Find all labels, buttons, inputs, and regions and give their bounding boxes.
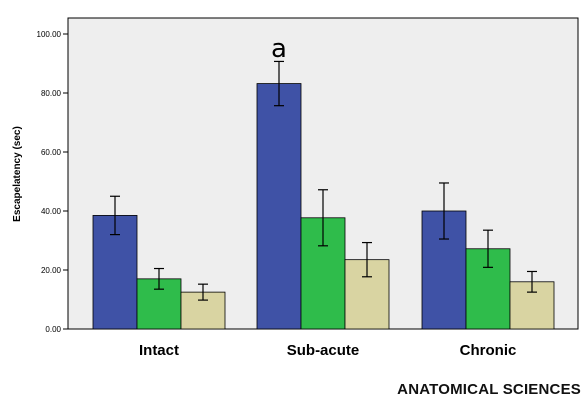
y-tick-label: 0.00 <box>45 325 61 334</box>
y-axis: 0.00 20.00 40.00 60.00 80.00 100.00 <box>37 30 68 334</box>
x-tick-label: Chronic <box>460 342 517 359</box>
x-axis: Intact Sub-acute Chronic <box>139 342 516 359</box>
journal-watermark: ANATOMICAL SCIENCES <box>397 381 581 398</box>
significance-annotation: a <box>271 34 287 64</box>
x-tick-label: Sub-acute <box>287 342 360 359</box>
y-tick-label: 80.00 <box>41 89 62 98</box>
y-axis-label: Escapelatency (sec) <box>12 126 23 222</box>
y-tick-label: 60.00 <box>41 148 62 157</box>
error-bars <box>110 60 537 301</box>
y-tick-label: 20.00 <box>41 266 62 275</box>
bar <box>256 83 302 330</box>
annotations: a <box>271 34 287 64</box>
y-tick-label: 40.00 <box>41 207 62 216</box>
y-tick-label: 100.00 <box>37 30 62 39</box>
x-tick-label: Intact <box>139 342 179 359</box>
